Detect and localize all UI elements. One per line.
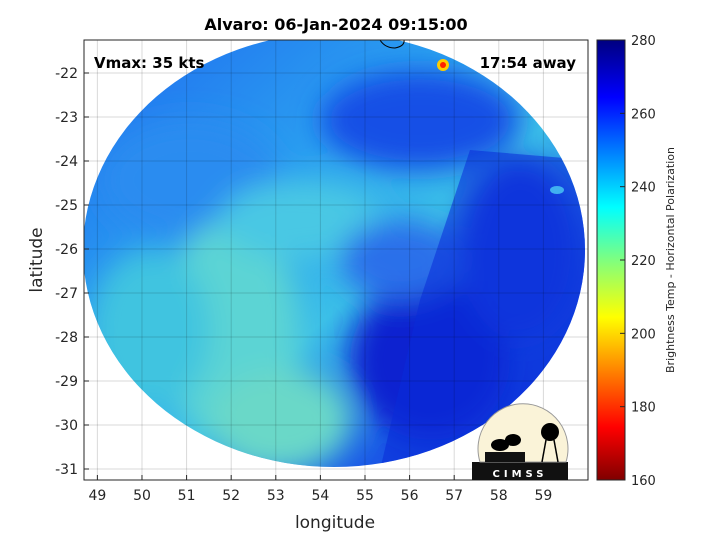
y-tick-label: -28: [55, 330, 78, 346]
x-tick-label: 58: [490, 488, 508, 504]
x-tick-label: 57: [445, 488, 463, 504]
x-tick-label: 56: [401, 488, 419, 504]
plot-title: Alvaro: 06-Jan-2024 09:15:00: [204, 15, 467, 34]
y-tick-label: -29: [55, 374, 78, 390]
y-tick-label: -23: [55, 110, 78, 126]
coastline: [379, 40, 405, 49]
x-tick-label: 55: [356, 488, 374, 504]
y-tick-label: -26: [55, 242, 78, 258]
y-tick-label: -27: [55, 286, 78, 302]
x-tick-label: 49: [88, 488, 106, 504]
colorbar-tick-label: 220: [631, 254, 656, 269]
colorbar-tick-label: 200: [631, 327, 656, 342]
y-ticks: -22 -23 -24 -25 -26 -27 -28 -29 -30 -31: [55, 66, 89, 478]
x-tick-label: 53: [267, 488, 285, 504]
grid: [84, 40, 588, 480]
time-away-label: 17:54 away: [480, 54, 577, 72]
x-tick-label: 50: [133, 488, 151, 504]
y-tick-label: -25: [55, 198, 78, 214]
axes-box: [83, 39, 589, 481]
x-tick-label: 59: [534, 488, 552, 504]
colorbar-tick-label: 240: [631, 181, 656, 196]
x-axis-label: longitude: [295, 513, 375, 533]
colorbar-tick-label: 280: [631, 34, 656, 49]
vmax-label: Vmax: 35 kts: [94, 54, 204, 72]
cimss-logo: CIMSS: [472, 403, 569, 480]
y-tick-label: -22: [55, 66, 78, 82]
logo-text: CIMSS: [493, 469, 548, 480]
y-axis-label: latitude: [27, 227, 47, 292]
y-tick-label: -24: [55, 154, 78, 170]
colorbar-tick-label: 260: [631, 107, 656, 122]
y-tick-label: -30: [55, 418, 78, 434]
y-tick-label: -31: [55, 462, 78, 478]
x-tick-label: 52: [222, 488, 240, 504]
colorbar-tick-label: 160: [631, 474, 656, 489]
colorbar-label: Brightness Temp - Horizontal Polarizatio…: [664, 147, 677, 373]
colorbar-tick-label: 180: [631, 401, 656, 416]
x-tick-label: 51: [178, 488, 196, 504]
colorbar-ticks: 280 260 240 220 200 180 160: [620, 34, 656, 489]
swath-image: [84, 40, 585, 467]
x-tick-label: 54: [311, 488, 329, 504]
